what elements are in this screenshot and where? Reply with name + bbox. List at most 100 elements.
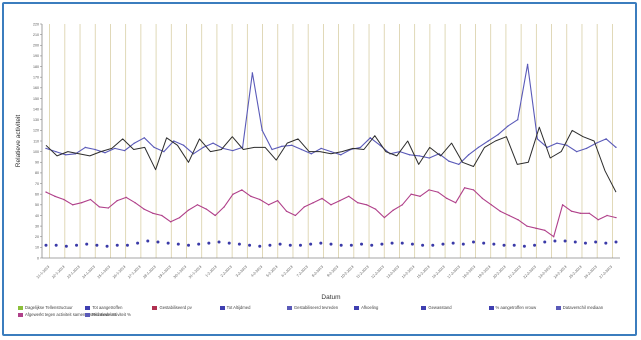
data-point — [310, 153, 312, 155]
legend-marker — [219, 305, 225, 310]
data-point — [585, 147, 588, 150]
legend-marker — [18, 312, 23, 317]
data-point — [294, 214, 296, 217]
data-point — [187, 209, 190, 211]
data-point — [261, 129, 263, 131]
y-tick-label: 190 — [33, 54, 39, 58]
data-point — [595, 142, 597, 144]
data-point — [178, 216, 181, 219]
data-point — [400, 241, 404, 245]
data-point — [579, 212, 581, 214]
data-point — [143, 137, 145, 139]
legend-marker — [85, 305, 91, 310]
x-tick-label: 9-2-2013 — [326, 265, 339, 278]
data-point — [583, 241, 587, 245]
data-point — [594, 240, 598, 244]
data-point — [197, 242, 201, 246]
data-point — [163, 151, 165, 153]
data-point — [369, 137, 371, 139]
legend-item: Dataverschil mediaan — [555, 305, 603, 310]
x-tick-label: 6-2-2013 — [281, 265, 294, 278]
x-tick-label: 17-2-2013 — [447, 265, 461, 279]
data-point — [339, 199, 341, 202]
data-point — [329, 242, 333, 246]
x-tick-label: 20-2-2013 — [492, 265, 506, 279]
legend-item: Gestabiliseerd pv — [152, 305, 192, 310]
data-point — [392, 209, 394, 211]
x-tick-label: 25-1-2013 — [97, 265, 111, 279]
x-tick-label: 28-1-2013 — [142, 265, 156, 279]
data-point — [615, 216, 617, 219]
data-point — [526, 225, 528, 227]
x-tick-label: 27-2-2013 — [599, 265, 613, 279]
x-tick-label: 8-2-2013 — [311, 265, 324, 278]
data-point — [319, 241, 323, 245]
data-point — [81, 202, 83, 204]
x-tick-label: 19-2-2013 — [477, 265, 491, 279]
data-point — [428, 157, 430, 159]
y-tick-label: 200 — [33, 44, 39, 48]
data-point — [349, 243, 353, 247]
legend-item: Afkoeling — [354, 305, 378, 310]
data-point — [477, 146, 480, 148]
data-point — [431, 243, 435, 247]
data-point — [182, 144, 185, 146]
chart-frame — [2, 2, 637, 336]
data-point — [502, 243, 506, 247]
data-point — [330, 151, 332, 153]
data-point — [94, 148, 96, 151]
x-tick-label: 12-2-2013 — [371, 265, 385, 279]
data-point — [588, 212, 590, 214]
data-point — [543, 240, 547, 244]
data-point — [133, 142, 136, 144]
x-tick-label: 5-2-2013 — [265, 265, 278, 278]
data-point — [89, 198, 92, 201]
y-tick-label: 130 — [33, 118, 39, 122]
data-point — [563, 239, 567, 243]
series-line — [45, 126, 617, 193]
y-tick-label: 10 — [35, 246, 39, 250]
data-point — [481, 197, 484, 200]
legend-marker — [421, 305, 427, 310]
data-point — [115, 243, 119, 247]
data-point — [461, 242, 465, 246]
data-point — [217, 240, 221, 244]
data-point — [64, 244, 68, 248]
legend-label: % aangetroffen vrouw — [495, 305, 537, 310]
y-tick-label: 100 — [33, 150, 39, 154]
data-point — [114, 147, 116, 150]
legend-label: Gestabiliseerd pv — [159, 305, 192, 310]
x-tick-label: 16-2-2013 — [431, 265, 445, 279]
data-point — [107, 207, 109, 209]
y-tick-label: 40 — [35, 214, 39, 218]
data-point — [383, 216, 386, 219]
data-point — [472, 240, 475, 244]
data-point — [535, 227, 537, 229]
data-point — [553, 236, 555, 238]
data-point — [309, 242, 313, 246]
data-point — [390, 241, 394, 245]
data-point — [573, 240, 577, 244]
data-point — [212, 142, 214, 144]
data-point — [410, 193, 412, 195]
data-point — [418, 155, 421, 157]
data-point — [428, 189, 430, 191]
legend-label: Afgewerkt tegen activiteit samengesteld … — [25, 312, 117, 317]
data-point — [614, 240, 618, 244]
data-point — [421, 243, 425, 247]
legend-marker — [85, 312, 91, 317]
data-point — [339, 243, 343, 247]
y-tick-label: 180 — [33, 65, 39, 69]
x-tick-label: 25-2-2013 — [568, 265, 582, 279]
data-point — [366, 204, 368, 206]
data-point — [463, 187, 466, 189]
legend-label: Tot aangetroffen — [92, 305, 123, 310]
y-tick-label: 110 — [33, 139, 39, 143]
x-tick-label: 4-2-2013 — [250, 265, 263, 278]
x-tick-label: 24-1-2013 — [82, 265, 96, 279]
legend-label: Gewasstand — [428, 305, 452, 310]
data-point — [487, 140, 489, 142]
legend-label: Dagelijkse Tellenstructuur — [25, 305, 73, 310]
data-point — [497, 134, 499, 136]
data-point — [570, 210, 573, 212]
